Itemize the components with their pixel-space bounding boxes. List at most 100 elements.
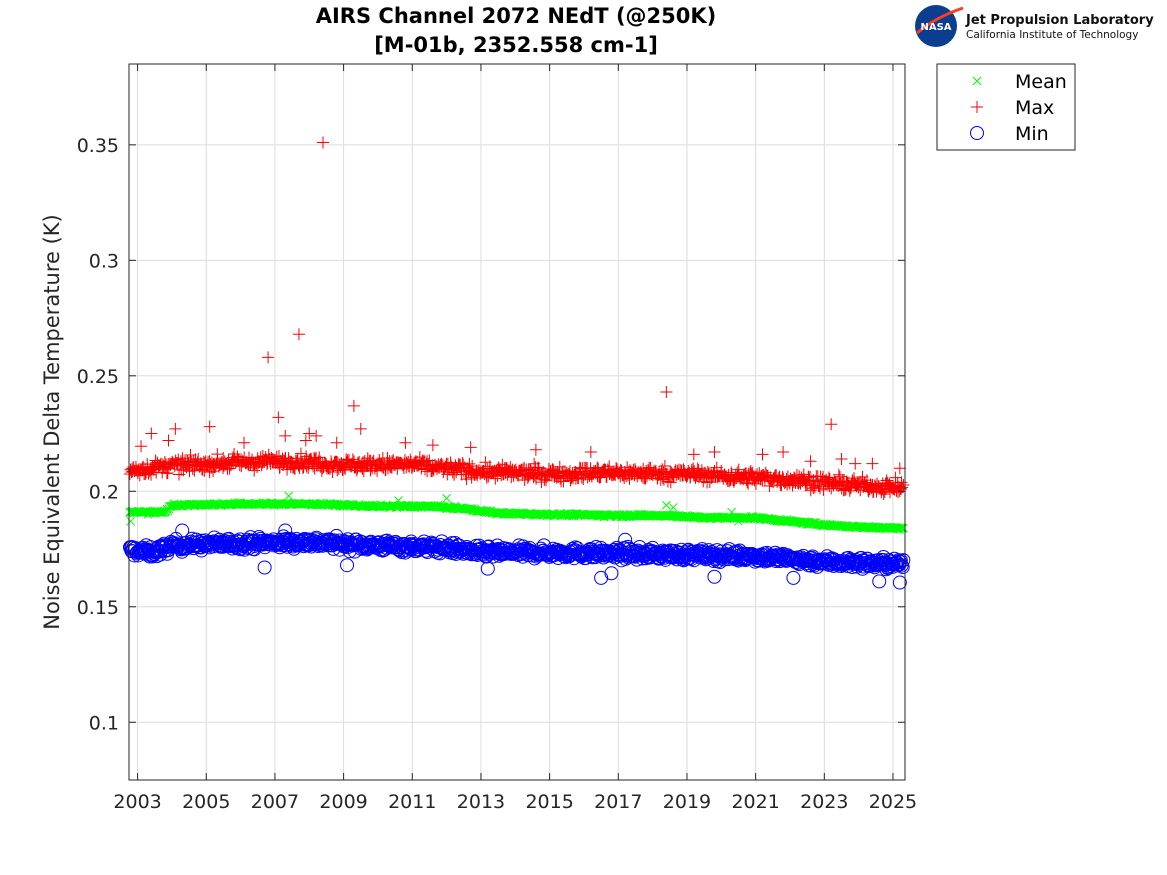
point-max bbox=[183, 465, 196, 478]
series-max bbox=[123, 136, 910, 500]
point-max-outlier bbox=[292, 328, 305, 341]
point-mean-outlier bbox=[668, 503, 678, 512]
axes-box bbox=[128, 63, 906, 781]
point-min-outlier bbox=[707, 569, 722, 584]
point-mean-outlier bbox=[662, 500, 671, 510]
y-tick-label: 0.2 bbox=[89, 481, 119, 503]
x-tick-label: 2025 bbox=[869, 791, 917, 813]
point-mean-outlier bbox=[143, 510, 153, 519]
point-mean-outlier bbox=[442, 493, 451, 503]
point-max bbox=[294, 447, 307, 460]
x-axis: 2003 2005 2007 2009 2011 2013 2015 2017 2019 2021… bbox=[113, 64, 917, 813]
legend-max-marker bbox=[971, 101, 983, 113]
x-tick-label: 2017 bbox=[594, 791, 642, 813]
point-max-outlier bbox=[303, 427, 316, 440]
legend: Mean Max Min bbox=[936, 63, 1076, 151]
point-max bbox=[336, 463, 349, 476]
point-max bbox=[156, 466, 169, 479]
legend-min-label: Min bbox=[1015, 123, 1049, 145]
point-max bbox=[242, 451, 255, 464]
point-max-outlier bbox=[272, 411, 285, 424]
point-max bbox=[557, 475, 570, 488]
series-min bbox=[122, 523, 911, 590]
point-min bbox=[895, 560, 910, 575]
point-max-outlier bbox=[399, 436, 412, 449]
point-max-outlier bbox=[426, 439, 439, 452]
point-max bbox=[637, 462, 650, 475]
point-max bbox=[460, 473, 473, 486]
point-max bbox=[297, 461, 310, 474]
point-min bbox=[894, 558, 909, 573]
chart-title: AIRS Channel 2072 NEdT (@250K) bbox=[316, 4, 717, 28]
point-max bbox=[843, 484, 856, 497]
point-mean-outlier bbox=[734, 516, 743, 526]
y-tick-label: 0.15 bbox=[77, 597, 119, 619]
x-tick-label: 2011 bbox=[388, 791, 436, 813]
point-max-outlier bbox=[347, 399, 360, 412]
point-max-outlier bbox=[354, 422, 367, 435]
point-max bbox=[895, 476, 908, 489]
legend-box bbox=[936, 63, 1076, 151]
series-mean bbox=[125, 491, 908, 534]
point-max-outlier bbox=[687, 448, 700, 461]
point-max bbox=[161, 467, 174, 480]
nasa-swoosh-icon bbox=[916, 6, 964, 35]
jpl-logo: NASA Jet Propulsion Laboratory Californi… bbox=[915, 5, 1154, 47]
x-tick-label: 2021 bbox=[731, 791, 779, 813]
point-max bbox=[463, 457, 476, 470]
point-max bbox=[326, 466, 339, 479]
point-min-outlier bbox=[618, 532, 633, 547]
point-max-outlier bbox=[866, 457, 879, 470]
point-max-outlier bbox=[330, 436, 343, 449]
point-max-outlier bbox=[279, 429, 292, 442]
gridlines bbox=[129, 64, 905, 780]
point-max bbox=[228, 448, 241, 461]
point-max-outlier bbox=[835, 452, 848, 465]
point-max bbox=[664, 476, 677, 489]
point-min-outlier bbox=[257, 560, 272, 575]
point-max-outlier bbox=[529, 443, 542, 456]
legend-mean-label: Mean bbox=[1015, 71, 1067, 93]
point-max-outlier bbox=[660, 385, 673, 398]
point-max bbox=[381, 451, 394, 464]
point-min bbox=[896, 553, 911, 568]
point-min-outlier bbox=[480, 561, 495, 576]
x-tick-label: 2003 bbox=[113, 791, 161, 813]
x-tick-label: 2009 bbox=[319, 791, 367, 813]
legend-max-label: Max bbox=[1015, 97, 1054, 119]
y-axis-label: Noise Equivalent Delta Temperature (K) bbox=[40, 214, 64, 630]
point-max-outlier bbox=[777, 446, 790, 459]
legend-min-marker bbox=[970, 126, 984, 140]
point-max-outlier bbox=[584, 446, 597, 459]
legend-mean-marker bbox=[972, 76, 982, 86]
point-max-outlier bbox=[825, 418, 838, 431]
point-max bbox=[878, 485, 891, 498]
point-max-outlier bbox=[310, 429, 323, 442]
point-max bbox=[737, 469, 750, 482]
x-tick-label: 2015 bbox=[525, 791, 573, 813]
point-max bbox=[572, 472, 585, 485]
point-max bbox=[770, 469, 783, 482]
point-max bbox=[877, 487, 890, 500]
point-max-outlier bbox=[849, 457, 862, 470]
y-tick-label: 0.35 bbox=[77, 135, 119, 157]
point-max bbox=[801, 477, 814, 490]
point-max bbox=[338, 461, 351, 474]
point-max-outlier bbox=[135, 440, 148, 453]
point-max bbox=[866, 478, 879, 491]
point-max-outlier bbox=[203, 420, 216, 433]
point-max-outlier bbox=[169, 422, 182, 435]
point-mean bbox=[899, 523, 908, 533]
point-min-outlier bbox=[786, 570, 801, 585]
point-max bbox=[489, 472, 502, 485]
point-max-outlier bbox=[804, 455, 817, 468]
plot-area bbox=[122, 136, 911, 590]
point-max bbox=[546, 463, 559, 476]
point-max-outlier bbox=[708, 446, 721, 459]
point-max-outlier bbox=[262, 351, 275, 364]
y-tick-label: 0.3 bbox=[89, 250, 119, 272]
point-min-outlier bbox=[872, 574, 887, 589]
point-max-outlier bbox=[299, 434, 312, 447]
point-mean-outlier bbox=[126, 516, 136, 526]
chart-subtitle: [M-01b, 2352.558 cm-1] bbox=[374, 33, 658, 57]
